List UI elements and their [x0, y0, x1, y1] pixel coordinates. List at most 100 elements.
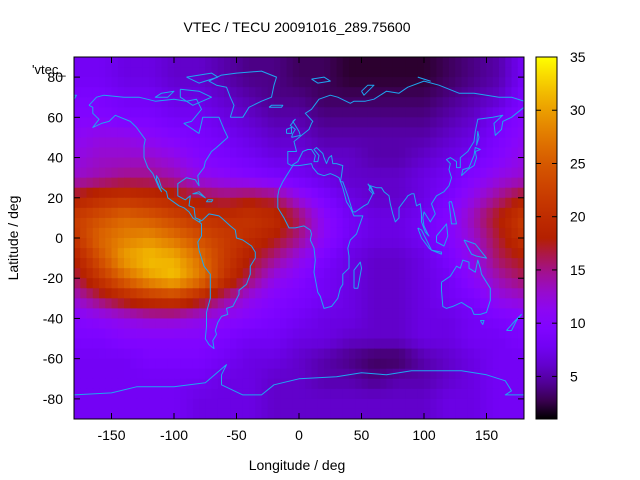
- heatmap-cell: [399, 87, 406, 98]
- heatmap-cell: [105, 268, 113, 279]
- heatmap-cell: [105, 67, 113, 78]
- heatmap-cell: [180, 288, 188, 299]
- heatmap-cell: [417, 167, 425, 179]
- heatmap-cell: [280, 238, 288, 249]
- heatmap-cell: [380, 258, 388, 269]
- heatmap-cell: [486, 187, 494, 199]
- heatmap-cell: [261, 57, 269, 68]
- heatmap-cell: [99, 217, 106, 229]
- heatmap-cell: [261, 378, 269, 390]
- heatmap-cell: [105, 197, 113, 209]
- heatmap-cell: [505, 117, 513, 128]
- heatmap-cell: [255, 288, 263, 299]
- heatmap-cell: [442, 57, 450, 68]
- heatmap-cell: [505, 207, 513, 219]
- heatmap-cell: [411, 87, 419, 98]
- heatmap-cell: [117, 398, 125, 410]
- heatmap-cell: [261, 278, 269, 289]
- heatmap-cell: [180, 348, 188, 360]
- heatmap-cell: [280, 278, 288, 289]
- heatmap-cell: [311, 187, 319, 199]
- heatmap-cell: [336, 167, 344, 179]
- heatmap-cell: [336, 227, 344, 239]
- heatmap-cell: [299, 328, 306, 340]
- heatmap-cell: [280, 368, 288, 380]
- heatmap-cell: [161, 368, 169, 380]
- heatmap-cell: [124, 238, 131, 249]
- heatmap-cell: [161, 408, 169, 419]
- heatmap-cell: [155, 187, 163, 199]
- heatmap-cell: [480, 238, 488, 249]
- heatmap-cell: [455, 217, 463, 229]
- heatmap-cell: [249, 298, 256, 309]
- heatmap-cell: [224, 368, 231, 380]
- heatmap-cell: [430, 87, 438, 98]
- heatmap-cell: [117, 67, 125, 78]
- heatmap-cell: [411, 328, 419, 340]
- heatmap-cell: [74, 318, 81, 330]
- heatmap-cell: [155, 248, 163, 259]
- heatmap-cell: [186, 278, 194, 289]
- heatmap-cell: [124, 87, 131, 98]
- heatmap-cell: [505, 87, 513, 98]
- heatmap-cell: [149, 408, 156, 419]
- heatmap-cell: [199, 197, 206, 209]
- heatmap-cell: [474, 388, 481, 400]
- heatmap-cell: [111, 358, 119, 370]
- heatmap-cell: [430, 137, 438, 149]
- heatmap-cell: [317, 338, 325, 350]
- heatmap-cell: [324, 338, 331, 350]
- heatmap-cell: [142, 107, 150, 118]
- heatmap-cell: [505, 137, 513, 149]
- heatmap-cell: [274, 338, 281, 350]
- heatmap-cell: [399, 378, 406, 390]
- heatmap-cell: [424, 117, 431, 128]
- heatmap-cell: [374, 217, 381, 229]
- heatmap-cell: [480, 67, 488, 78]
- heatmap-cell: [424, 57, 431, 68]
- heatmap-cell: [355, 378, 363, 390]
- heatmap-cell: [180, 117, 188, 128]
- heatmap-cell: [142, 398, 150, 410]
- heatmap-cell: [161, 107, 169, 118]
- heatmap-cell: [455, 358, 463, 370]
- heatmap-cell: [249, 338, 256, 350]
- heatmap-cell: [517, 368, 524, 380]
- heatmap-cell: [411, 308, 419, 320]
- heatmap-cell: [449, 328, 456, 340]
- heatmap-cell: [430, 318, 438, 330]
- x-tick-label: -150: [97, 427, 125, 443]
- heatmap-cell: [130, 378, 138, 390]
- heatmap-cell: [211, 238, 219, 249]
- heatmap-cell: [511, 97, 519, 108]
- heatmap-cell: [236, 107, 244, 118]
- heatmap-cell: [86, 258, 94, 269]
- heatmap-cell: [511, 288, 519, 299]
- heatmap-cell: [74, 378, 81, 390]
- heatmap-cell: [405, 268, 413, 279]
- heatmap-cell: [186, 87, 194, 98]
- heatmap-cell: [192, 288, 200, 299]
- heatmap-cell: [330, 408, 338, 419]
- heatmap-cell: [267, 318, 275, 330]
- heatmap-cell: [436, 398, 444, 410]
- heatmap-cell: [436, 217, 444, 229]
- heatmap-cell: [492, 177, 500, 189]
- heatmap-cell: [186, 368, 194, 380]
- heatmap-cell: [105, 328, 113, 340]
- heatmap-cell: [336, 238, 344, 249]
- heatmap-cell: [467, 137, 475, 149]
- heatmap-cell: [205, 77, 213, 88]
- heatmap-cell: [292, 217, 300, 229]
- heatmap-cell: [511, 298, 519, 309]
- heatmap-cell: [386, 217, 394, 229]
- heatmap-cell: [474, 227, 481, 239]
- heatmap-cell: [192, 147, 200, 159]
- heatmap-cell: [424, 137, 431, 149]
- heatmap-cell: [155, 398, 163, 410]
- heatmap-cell: [274, 117, 281, 128]
- heatmap-cell: [155, 127, 163, 139]
- heatmap-cell: [86, 77, 94, 88]
- heatmap-cell: [230, 147, 238, 159]
- heatmap-cell: [255, 187, 263, 199]
